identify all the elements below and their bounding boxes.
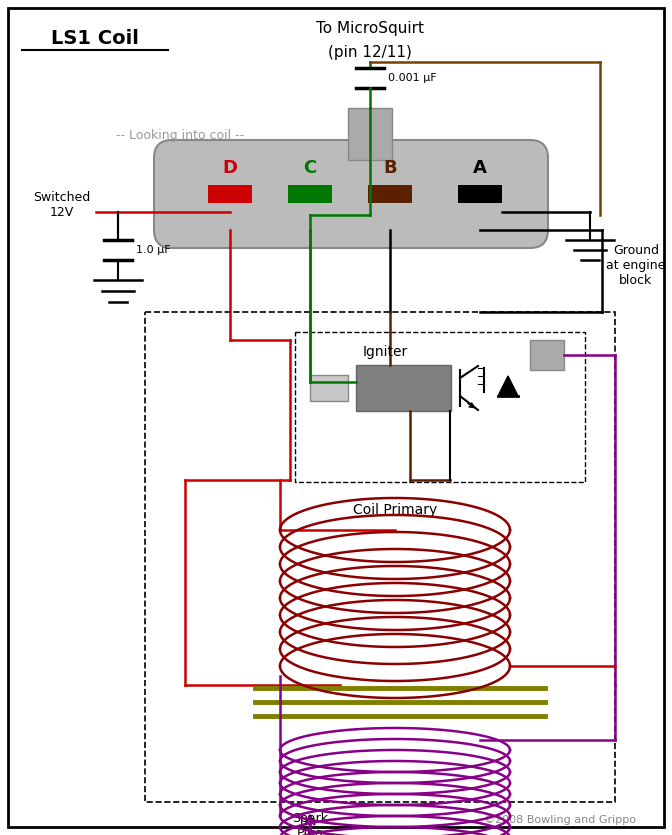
Text: 0.001 μF: 0.001 μF <box>388 73 437 83</box>
Text: (pin 12/11): (pin 12/11) <box>328 44 412 59</box>
Text: C: C <box>303 159 317 177</box>
FancyBboxPatch shape <box>154 140 548 248</box>
Text: B: B <box>383 159 396 177</box>
Bar <box>368 185 412 203</box>
Bar <box>348 108 392 160</box>
Text: Spark
Plug: Spark Plug <box>292 812 328 835</box>
Text: Switched
12V: Switched 12V <box>34 191 91 219</box>
Bar <box>356 365 451 411</box>
Text: To MicroSquirt: To MicroSquirt <box>316 21 424 36</box>
Text: Igniter: Igniter <box>362 345 408 359</box>
Text: D: D <box>222 159 237 177</box>
Bar <box>208 185 252 203</box>
Text: LS1 Coil: LS1 Coil <box>51 28 139 48</box>
Bar <box>530 340 564 370</box>
Bar <box>295 332 585 482</box>
Polygon shape <box>498 376 518 396</box>
Text: A: A <box>473 159 487 177</box>
Text: Ground
at engine
block: Ground at engine block <box>606 244 666 286</box>
Text: Coil Primary: Coil Primary <box>353 503 437 517</box>
Bar <box>310 375 348 401</box>
Text: ©2008 Bowling and Grippo: ©2008 Bowling and Grippo <box>484 815 636 825</box>
Bar <box>458 185 502 203</box>
Bar <box>145 312 615 802</box>
Text: -- Looking into coil --: -- Looking into coil -- <box>116 129 244 141</box>
Text: 1.0 μF: 1.0 μF <box>136 245 171 255</box>
Bar <box>288 185 332 203</box>
